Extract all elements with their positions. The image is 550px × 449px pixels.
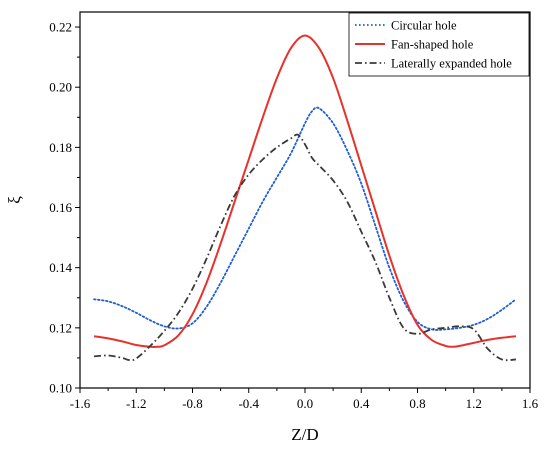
x-tick-label: -0.4 <box>238 396 259 411</box>
series-line-0 <box>93 106 517 331</box>
y-axis-title: ξ <box>5 196 24 204</box>
y-tick-label: 0.18 <box>49 140 72 155</box>
y-tick-label: 0.10 <box>49 381 72 396</box>
x-tick-label: 1.2 <box>466 396 482 411</box>
y-tick-label: 0.14 <box>49 260 72 275</box>
legend-label-2: Laterally expanded hole <box>391 57 512 71</box>
y-tick-label: 0.12 <box>49 320 72 335</box>
legend: Circular hole Fan-shaped hole Laterally ex… <box>348 12 530 77</box>
ticks-layer: -1.6 -1.2 -0.8 -0.4 0.0 0.4 0.8 1.2 1.6 0.10 0.12 0… <box>49 20 538 411</box>
x-tick-label: -0.8 <box>182 396 203 411</box>
x-tick-label: -1.6 <box>70 396 91 411</box>
x-axis-title: Z/D <box>291 425 318 444</box>
y-tick-label: 0.20 <box>49 80 72 95</box>
y-tick-label: 0.16 <box>49 200 72 215</box>
legend-label-0: Circular hole <box>391 19 457 33</box>
legend-label-1: Fan-shaped hole <box>391 38 474 52</box>
series-line-1 <box>93 34 517 348</box>
x-tick-label: 0.0 <box>297 396 313 411</box>
series-line-2 <box>93 133 516 362</box>
x-tick-label: 0.4 <box>353 396 370 411</box>
y-tick-label: 0.22 <box>49 20 72 35</box>
series-layer <box>93 34 517 362</box>
x-tick-label: -1.2 <box>126 396 147 411</box>
x-tick-label: 1.6 <box>522 396 539 411</box>
x-tick-label: 0.8 <box>409 396 425 411</box>
